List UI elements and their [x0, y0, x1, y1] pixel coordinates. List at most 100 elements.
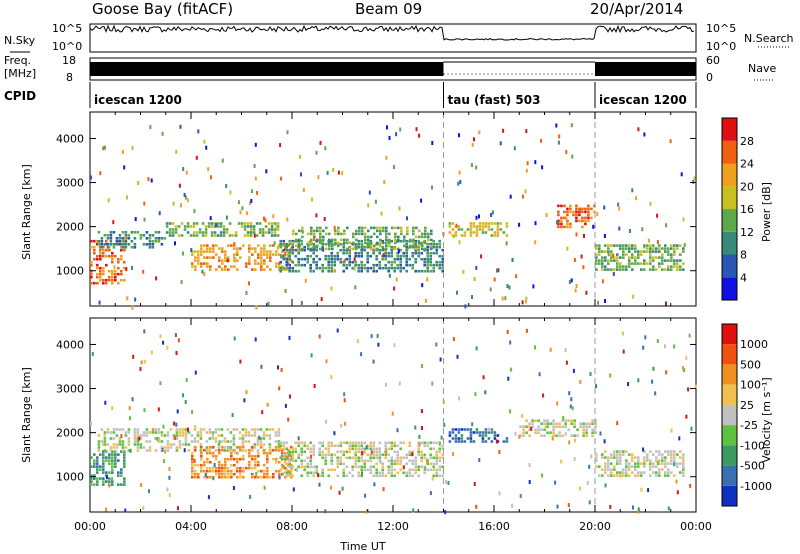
- noise-trace: [89, 24, 695, 41]
- heat-cell: [154, 431, 158, 434]
- heat-cell: [123, 462, 126, 465]
- heat-cell: [355, 247, 358, 251]
- heat-cell: [670, 462, 673, 465]
- time-tick-label: 20:00: [579, 520, 611, 533]
- heat-cell: [643, 471, 646, 474]
- heat-scatter: [586, 480, 589, 485]
- heat-cell: [490, 428, 494, 431]
- heat-scatter: [301, 229, 304, 234]
- heat-cell: [337, 229, 340, 233]
- heat-cell: [560, 204, 563, 208]
- heat-cell: [408, 471, 411, 475]
- heat-cell: [664, 462, 667, 465]
- heat-cell: [142, 234, 146, 237]
- heat-cell: [354, 450, 357, 454]
- heat-cell: [595, 253, 598, 256]
- heat-cell: [588, 422, 591, 425]
- heat-cell: [255, 222, 259, 225]
- heat-scatter: [213, 463, 216, 467]
- heat-cell: [408, 474, 411, 478]
- heat-cell: [334, 232, 337, 236]
- heat-cell: [242, 445, 245, 449]
- y-tick-label: 1000: [56, 265, 84, 278]
- heat-cell: [664, 474, 667, 477]
- heat-scatter: [148, 489, 150, 494]
- heat-cell: [655, 450, 658, 453]
- heat-scatter: [299, 154, 301, 159]
- heat-scatter: [656, 461, 659, 465]
- heat-cell: [303, 459, 306, 463]
- heat-cell: [96, 239, 99, 243]
- heat-cell: [127, 431, 131, 434]
- heat-cell: [481, 225, 485, 228]
- heat-cell: [370, 226, 373, 230]
- heat-cell: [502, 231, 506, 234]
- heat-cell: [130, 240, 134, 243]
- heat-cell: [209, 451, 212, 455]
- heat-cell: [254, 247, 257, 250]
- heat-cell: [664, 471, 667, 474]
- heat-cell: [405, 257, 408, 261]
- heat-cell: [522, 425, 525, 428]
- heat-cell: [423, 444, 426, 448]
- heat-cell: [557, 225, 560, 229]
- heat-cell: [637, 462, 640, 465]
- heat-scatter: [670, 428, 673, 433]
- heat-cell: [223, 440, 227, 443]
- heat-cell: [240, 225, 244, 228]
- heat-cell: [393, 444, 396, 448]
- heat-cell: [604, 256, 607, 259]
- heat-cell: [345, 474, 348, 478]
- heat-cell: [236, 445, 239, 449]
- heat-scatter: [253, 233, 256, 238]
- heat-scatter: [111, 477, 114, 482]
- heat-cell: [315, 468, 318, 472]
- heat-cell: [288, 251, 291, 255]
- heat-cell: [313, 229, 316, 233]
- heat-cell: [96, 456, 99, 459]
- heat-cell: [133, 237, 137, 240]
- heat-cell: [90, 281, 93, 285]
- heat-cell: [284, 247, 287, 250]
- heat-cell: [123, 465, 126, 468]
- heat-cell: [575, 213, 578, 217]
- heat-cell: [275, 469, 278, 473]
- heat-cell: [279, 260, 282, 264]
- heat-cell: [469, 234, 473, 237]
- heat-cell: [351, 444, 354, 448]
- heat-cell: [430, 244, 433, 248]
- heat-cell: [281, 463, 284, 467]
- heat-cell: [90, 245, 93, 249]
- heat-cell: [221, 247, 224, 250]
- heat-scatter: [162, 459, 165, 464]
- heat-scatter: [525, 299, 527, 304]
- heat-scatter: [337, 170, 340, 175]
- heat-cell: [357, 474, 360, 478]
- heat-cell: [258, 231, 262, 234]
- heat-cell: [472, 431, 476, 434]
- heat-scatter: [324, 509, 327, 514]
- heat-cell: [595, 256, 598, 259]
- heat-cell: [288, 459, 291, 463]
- heat-cell: [195, 231, 199, 234]
- heat-cell: [367, 235, 370, 239]
- heat-cell: [661, 256, 664, 259]
- heat-cell: [601, 265, 604, 268]
- heat-cell: [372, 269, 375, 273]
- heat-cell: [227, 268, 230, 271]
- heat-cell: [189, 225, 193, 228]
- heat-scatter: [323, 217, 326, 221]
- heat-scatter: [254, 337, 257, 342]
- heat-cell: [584, 210, 587, 214]
- heat-cell: [290, 466, 293, 470]
- heat-cell: [357, 456, 360, 460]
- heat-scatter: [343, 259, 346, 264]
- heat-cell: [294, 468, 297, 472]
- heat-cell: [661, 247, 664, 250]
- heat-cell: [204, 234, 208, 237]
- heat-scatter: [618, 206, 621, 211]
- heat-cell: [168, 231, 172, 234]
- heat-cell: [393, 245, 396, 249]
- heat-cell: [640, 262, 643, 265]
- heat-cell: [324, 462, 327, 466]
